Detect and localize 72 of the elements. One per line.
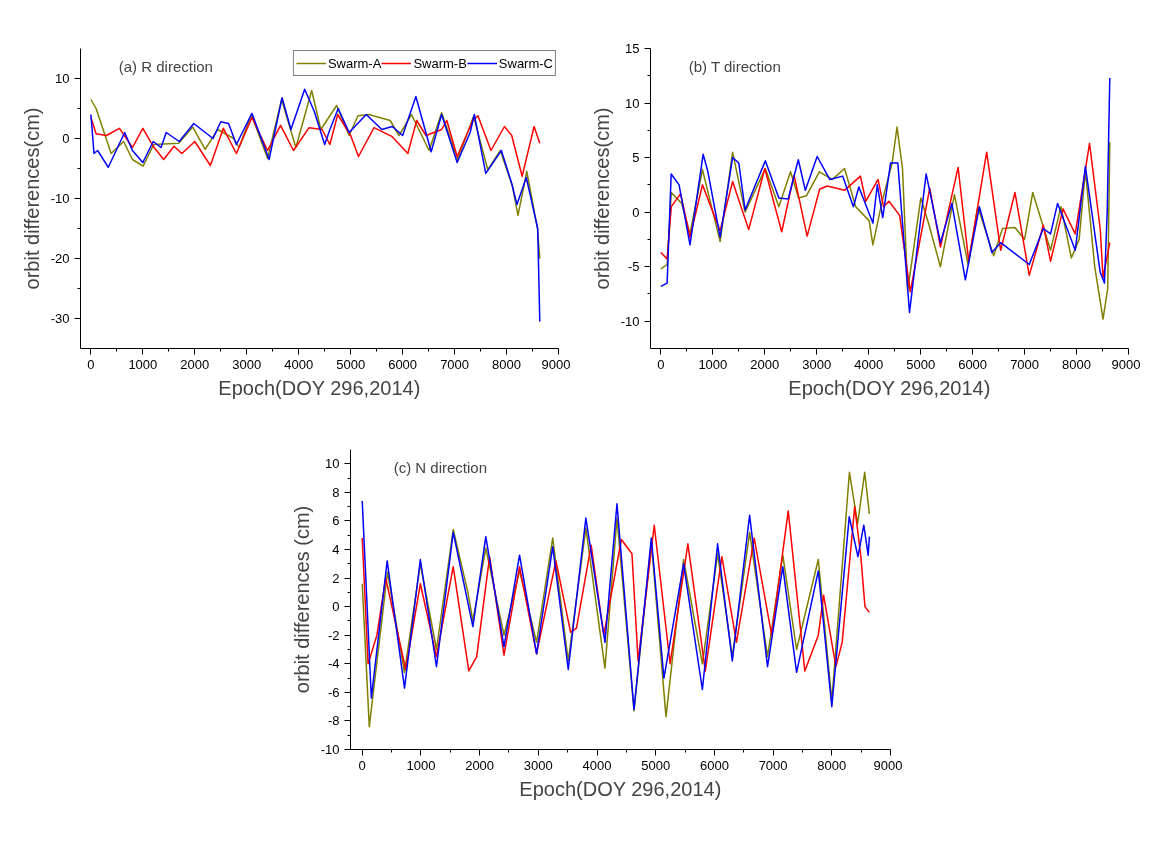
text: (a) R direction (118, 57, 213, 75)
y-tick-label: 8 (332, 484, 340, 500)
x-tick-label: 1000 (698, 356, 728, 372)
line-series (361, 505, 871, 672)
x-tick-label: 5000 (336, 356, 366, 372)
x-tick-label: 3000 (523, 757, 553, 773)
text: (b) T direction (688, 57, 781, 75)
y-tick-label: 15 (625, 41, 640, 56)
y-tick-label: 6 (332, 513, 340, 529)
legend-label: Swarm-A (327, 55, 382, 71)
x-tick-label: 8000 (1062, 356, 1092, 372)
x-tick-label: 3000 (232, 356, 262, 372)
y-tick-label: 0 (332, 599, 340, 615)
y-tick-label: -10 (320, 742, 340, 757)
x-axis-title: Epoch(DOY 296,2014) (519, 777, 722, 800)
x-tick-label: 4000 (854, 356, 884, 372)
legend-label: Swarm-C (498, 55, 553, 71)
x-tick-label: 4000 (284, 356, 314, 372)
x-tick-label: 9000 (541, 356, 571, 372)
x-tick-label: 2000 (750, 356, 780, 372)
line-series (660, 77, 1111, 314)
line-series (660, 126, 1111, 320)
y-tick-label: -2 (327, 627, 340, 643)
line-series (660, 142, 1111, 293)
x-axis-title: Epoch(DOY 296,2014) (788, 376, 991, 399)
x-tick-label: 1000 (128, 356, 158, 372)
y-tick-label: -30 (50, 311, 70, 326)
x-tick-label: 9000 (1111, 356, 1141, 372)
x-tick-label: 1000 (406, 757, 436, 773)
y-axis-title: orbit differences (cm) (290, 505, 313, 694)
x-tick-label: 8000 (817, 757, 847, 773)
y-tick-label: -6 (327, 684, 340, 700)
y-tick-label: -5 (627, 259, 640, 275)
y-tick-label: 2 (332, 570, 340, 586)
x-tick-label: 0 (358, 757, 366, 773)
y-tick-label: 5 (632, 150, 640, 166)
y-tick-label: -10 (620, 313, 640, 329)
line-series (90, 113, 541, 178)
x-tick-label: 9000 (873, 757, 903, 773)
y-tick-label: 10 (55, 71, 70, 86)
x-tick-label: 5000 (641, 757, 671, 773)
line-series (90, 88, 541, 323)
x-tick-label: 8000 (492, 356, 522, 372)
y-tick-label: -8 (327, 713, 340, 729)
x-axis-title: Epoch(DOY 296,2014) (218, 376, 421, 399)
x-tick-label: 6000 (388, 356, 418, 372)
text: (c) N direction (393, 458, 488, 476)
legend-label: Swarm-B (413, 55, 467, 71)
y-tick-label: 0 (632, 204, 640, 220)
y-tick-label: 4 (332, 542, 340, 557)
y-tick-label: 0 (62, 131, 70, 146)
y-tick-label: -20 (50, 251, 70, 266)
x-tick-label: 6000 (958, 356, 988, 372)
y-tick-label: 10 (625, 95, 640, 111)
x-tick-label: 0 (657, 356, 665, 372)
x-tick-label: 2000 (465, 757, 495, 773)
x-tick-label: 6000 (699, 757, 729, 773)
x-tick-label: 3000 (802, 356, 832, 372)
line-series (90, 89, 541, 260)
y-tick-label: 10 (325, 456, 340, 472)
x-tick-label: 0 (87, 356, 95, 372)
x-tick-label: 7000 (1010, 356, 1040, 372)
x-tick-label: 7000 (758, 757, 788, 773)
y-tick-label: -10 (50, 191, 70, 206)
x-tick-label: 7000 (440, 356, 470, 372)
x-tick-label: 4000 (582, 757, 612, 773)
y-tick-label: -4 (327, 656, 340, 672)
line-series (361, 500, 871, 711)
x-tick-label: 2000 (180, 356, 210, 372)
y-axis-title: orbit differences(cm) (590, 107, 613, 290)
x-tick-label: 5000 (906, 356, 936, 372)
y-axis-title: orbit differences(cm) (20, 107, 43, 290)
